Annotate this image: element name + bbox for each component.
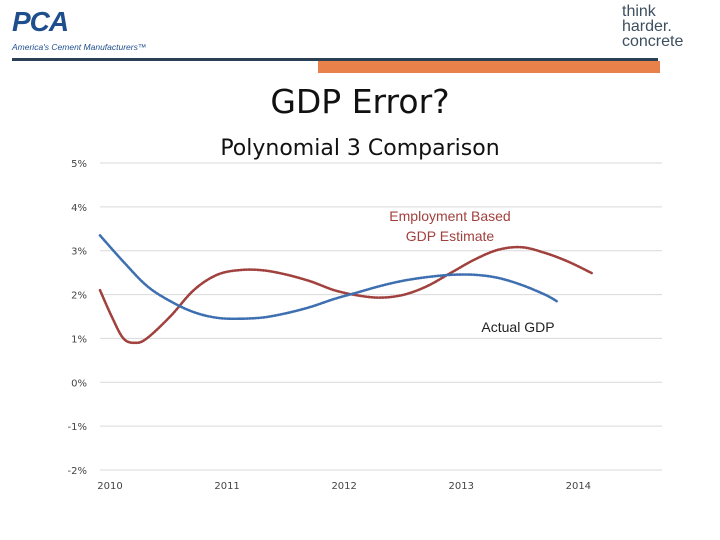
y-tick-label: 1%: [71, 334, 87, 345]
y-tick-label: 0%: [71, 378, 87, 389]
logo-line-concrete: concrete: [622, 33, 684, 50]
pca-logo-text: PCA: [12, 6, 69, 37]
annotation-employment-estimate: Employment Based: [389, 208, 510, 224]
y-tick-label: -1%: [68, 422, 87, 433]
logo-line-harder: harder.: [622, 18, 672, 35]
x-tick-label: 2013: [449, 481, 474, 492]
y-tick-label: -2%: [68, 466, 87, 477]
series-line-actual-gdp: [98, 234, 558, 321]
x-tick-label: 2010: [97, 481, 122, 492]
y-tick-label: 3%: [71, 247, 87, 258]
x-tick-label: 2014: [566, 481, 591, 492]
y-tick-label: 4%: [71, 203, 87, 214]
y-tick-label: 2%: [71, 291, 87, 302]
pca-logo-tagline: America's Cement Manufacturers™: [12, 42, 147, 52]
header-accent-bar: [318, 61, 660, 73]
x-tick-label: 2011: [214, 481, 239, 492]
x-tick-label: 2012: [331, 481, 356, 492]
header-rule: [12, 58, 658, 61]
slide-title: GDP Error?: [270, 82, 450, 121]
chart-title: Polynomial 3 Comparison: [220, 136, 499, 161]
logo-line-think: think: [622, 3, 656, 20]
series-line-employment-estimate: [98, 245, 594, 345]
think-harder-concrete-logo: think harder. concrete: [622, 4, 712, 52]
y-tick-label: 5%: [71, 159, 87, 170]
annotation-actual-gdp: Actual GDP: [481, 319, 554, 335]
pca-logo: PCA America's Cement Manufacturers™: [12, 6, 162, 56]
annotation-employment-estimate: GDP Estimate: [406, 228, 495, 244]
